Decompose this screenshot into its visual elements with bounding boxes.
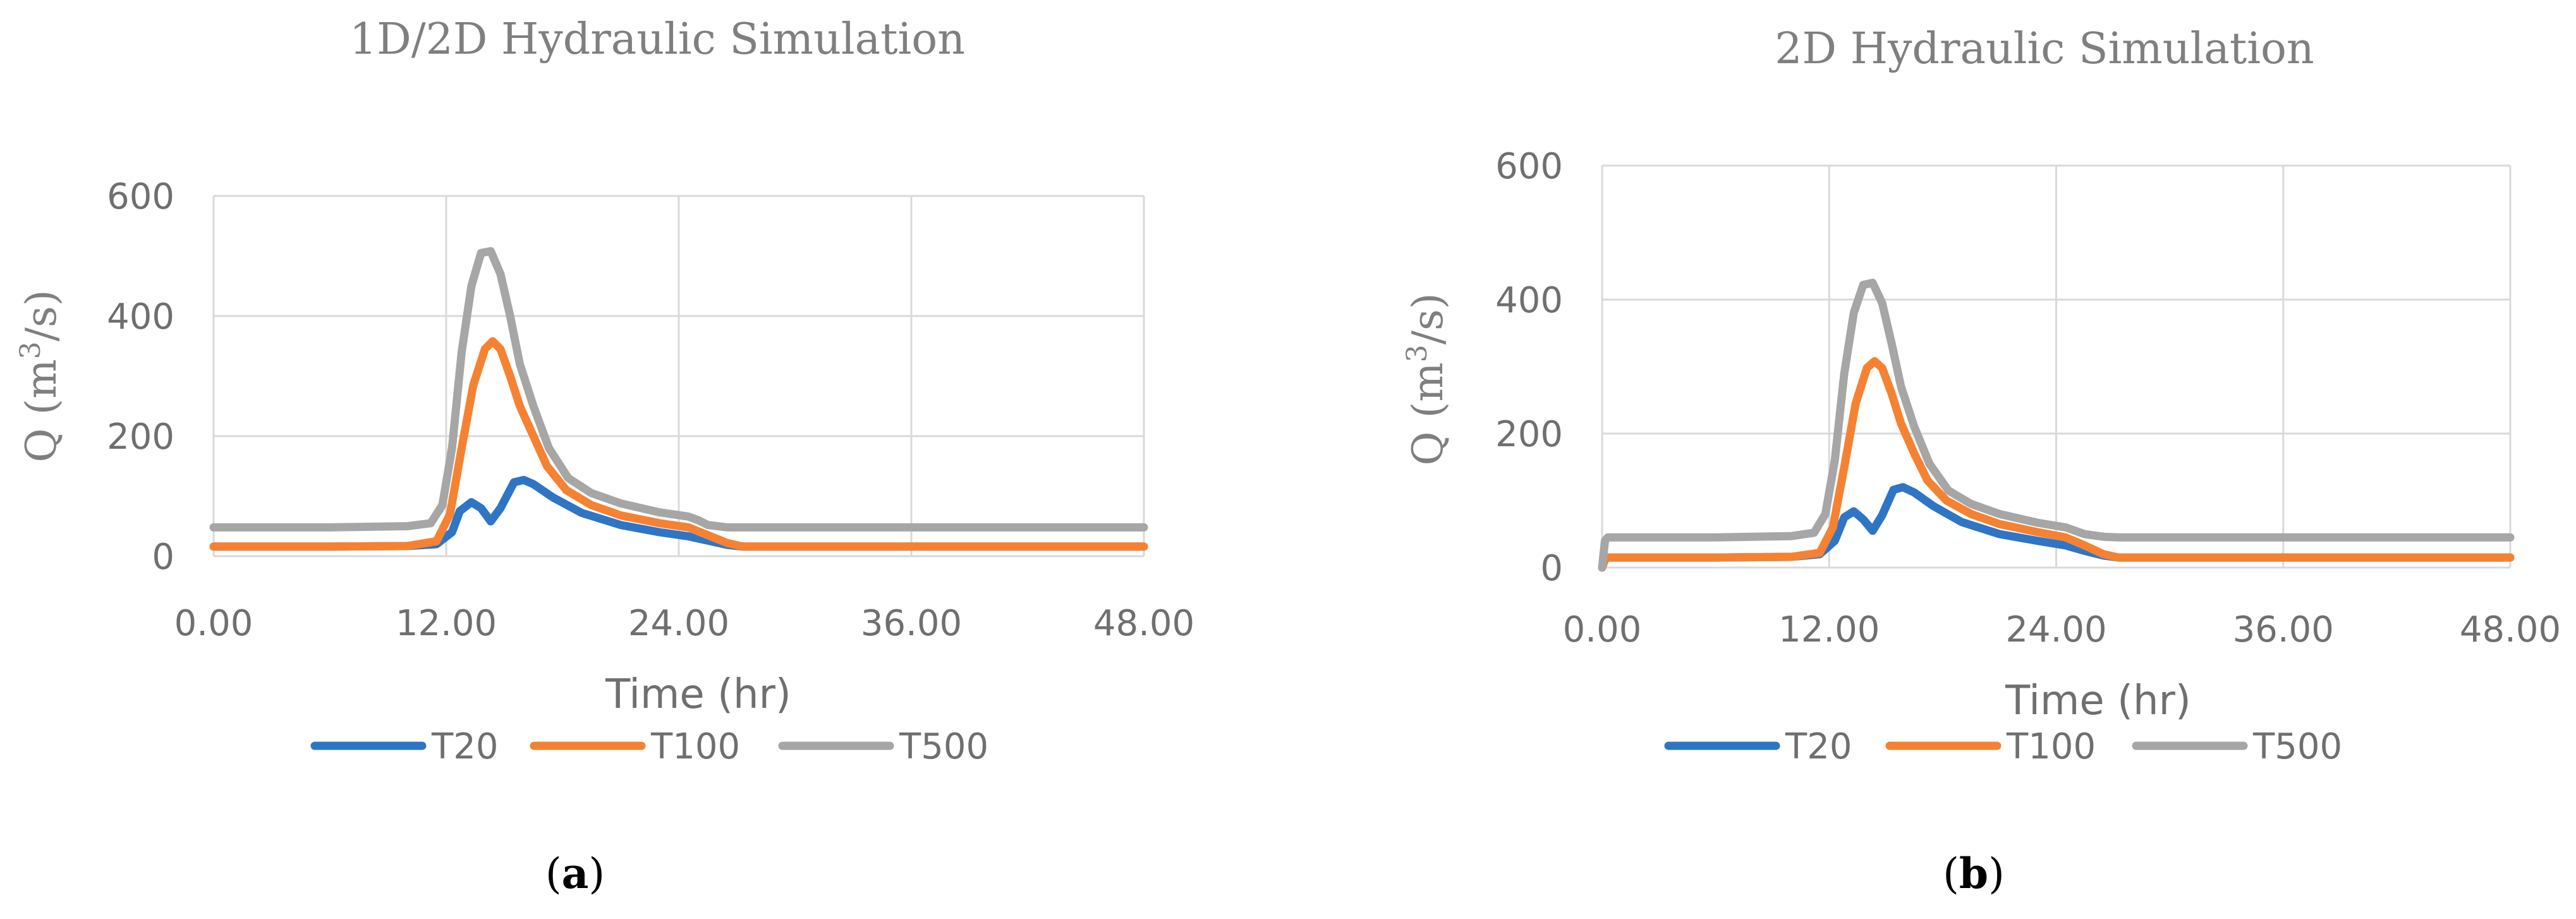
chart-a: 1D/2D Hydraulic Simulation 0 200 400 600 0.00… bbox=[15, 15, 1195, 898]
x-tick-label: 24.00 bbox=[2005, 609, 2106, 650]
series-line-t500 bbox=[1598, 279, 2515, 572]
y-tick-label: 400 bbox=[107, 296, 174, 338]
chart-title: 2D Hydraulic Simulation bbox=[1775, 24, 2314, 74]
panel-label-paren: ) bbox=[1988, 849, 2005, 898]
y-tick-label: 0 bbox=[152, 537, 174, 578]
y-axis-label-part: /s) bbox=[1404, 293, 1452, 344]
y-tick-label: 400 bbox=[1495, 280, 1563, 321]
y-axis-label: Q (m3/s) bbox=[1401, 293, 1453, 465]
x-tick-label: 36.00 bbox=[861, 603, 962, 644]
panel-label-paren: ) bbox=[588, 849, 605, 898]
legend-label-t500: T500 bbox=[2252, 726, 2342, 767]
x-tick-label: 0.00 bbox=[1563, 609, 1642, 650]
y-axis-label-superscript: 3 bbox=[1401, 344, 1433, 362]
legend-label-t20: T20 bbox=[1785, 726, 1852, 767]
chart-title: 1D/2D Hydraulic Simulation bbox=[349, 15, 965, 64]
y-tick-label: 0 bbox=[1540, 548, 1563, 589]
series-line-t100 bbox=[1598, 357, 2515, 572]
panel-label-letter: b bbox=[1959, 849, 1988, 898]
x-tick-label: 0.00 bbox=[174, 603, 253, 644]
y-axis-label-part: Q (m bbox=[17, 359, 66, 462]
y-tick-label: 600 bbox=[1495, 146, 1563, 187]
panel-label: (b) bbox=[1943, 849, 2005, 898]
y-axis-label-superscript: 3 bbox=[15, 341, 47, 359]
y-tick-label: 200 bbox=[107, 417, 174, 458]
x-tick-label: 12.00 bbox=[1778, 609, 1880, 650]
legend-label-t20: T20 bbox=[431, 726, 498, 767]
x-tick-label: 36.00 bbox=[2233, 609, 2334, 650]
legend-label-t100: T100 bbox=[650, 726, 740, 767]
chart-b: 2D Hydraulic Simulation 0 200 400 600 0.00 12.… bbox=[1401, 24, 2561, 898]
y-tick-label: 600 bbox=[107, 176, 174, 217]
series-line-t100 bbox=[209, 337, 1148, 551]
x-axis-label: Time (hr) bbox=[2005, 678, 2191, 724]
panel-label-paren: ( bbox=[1943, 849, 1959, 898]
legend-label-t100: T100 bbox=[2006, 726, 2096, 767]
y-axis-label: Q (m3/s) bbox=[15, 289, 66, 462]
legend-label-t500: T500 bbox=[899, 726, 988, 767]
panel-label: (a) bbox=[545, 849, 605, 898]
panel-label-paren: ( bbox=[545, 849, 562, 898]
y-axis-label-part: /s) bbox=[17, 289, 66, 341]
x-tick-label: 12.00 bbox=[396, 603, 497, 644]
series-line-t500 bbox=[209, 246, 1148, 532]
x-tick-label: 24.00 bbox=[628, 603, 729, 644]
panel-label-letter: a bbox=[562, 849, 589, 898]
x-tick-label: 48.00 bbox=[2460, 609, 2561, 650]
x-axis-label: Time (hr) bbox=[605, 671, 791, 718]
y-tick-label: 200 bbox=[1495, 414, 1563, 455]
y-axis-label-part: Q (m bbox=[1404, 362, 1452, 465]
x-tick-label: 48.00 bbox=[1093, 603, 1194, 644]
